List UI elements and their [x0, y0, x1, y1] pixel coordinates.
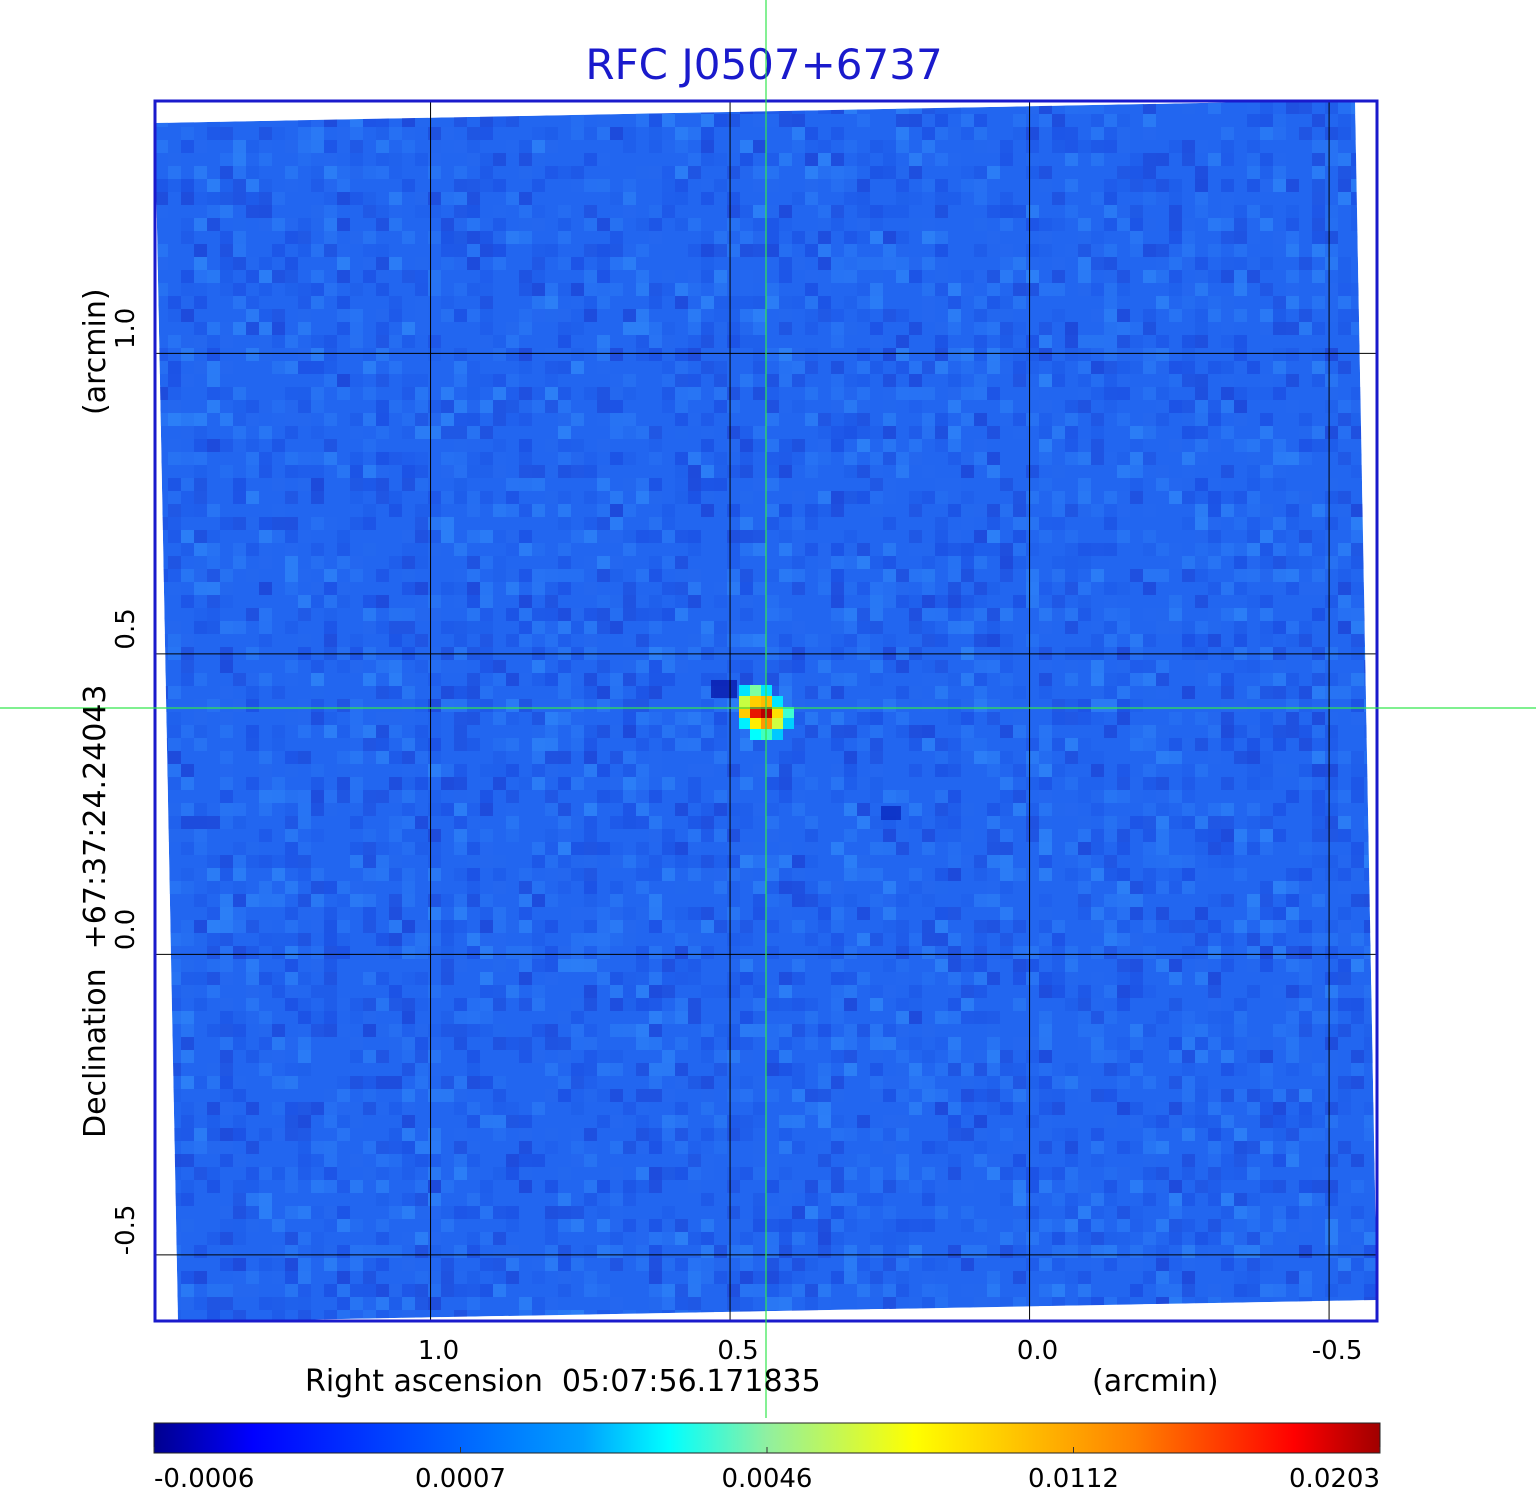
source-pixel — [772, 695, 783, 707]
source-pixel — [772, 717, 783, 729]
y-tick-label: 0.5 — [111, 608, 141, 649]
colorbar-tick-label: -0.0006 — [154, 1464, 254, 1494]
colorbar-tick-label: 0.0203 — [1289, 1464, 1380, 1494]
source-pixel — [772, 706, 783, 718]
y-tick-label: 0.0 — [111, 909, 141, 950]
colorbar-tick-label: 0.0112 — [1028, 1464, 1119, 1494]
negative-sidelobe — [711, 679, 737, 698]
source-pixel — [750, 728, 761, 740]
source-pixel — [772, 728, 783, 740]
source-pixel — [739, 695, 750, 707]
colorbar-tick-label: 0.0046 — [722, 1464, 813, 1494]
source-pixel — [739, 706, 750, 718]
y-axis-label: Declination +67:37:24.24043 — [78, 684, 113, 1138]
x-tick-label: 0.0 — [1017, 1336, 1058, 1366]
x-tick-label: -0.5 — [1312, 1336, 1363, 1366]
x-axis-label: Right ascension 05:07:56.171835 — [305, 1364, 821, 1399]
colorbar-tick-label: 0.0007 — [415, 1464, 506, 1494]
chart-title: RFC J0507+6737 — [585, 40, 942, 89]
x-tick-labels: 1.0 0.5 0.0 -0.5 — [418, 1336, 1363, 1366]
y-axis-unit: (arcmin) — [78, 288, 113, 415]
x-axis-unit: (arcmin) — [1092, 1364, 1219, 1399]
crosshair — [0, 0, 1536, 1418]
source-pixel — [739, 717, 750, 729]
y-tick-labels: 1.0 0.5 0.0 -0.5 — [111, 308, 141, 1256]
source-pixel — [783, 717, 794, 729]
source-pixel — [739, 684, 750, 696]
source-pixel — [783, 706, 794, 718]
source-pixel — [750, 717, 761, 729]
negative-sidelobe — [881, 805, 901, 820]
noise-texture — [155, 101, 1377, 1321]
x-tick-label: 0.5 — [717, 1336, 758, 1366]
x-tick-label: 1.0 — [418, 1336, 459, 1366]
colorbar-ticks — [153, 1447, 1381, 1453]
colorbar-tick-labels: -0.0006 0.0007 0.0046 0.0112 0.0203 — [154, 1464, 1380, 1494]
source-pixel — [750, 695, 761, 707]
source-pixel — [750, 706, 761, 718]
y-tick-label: -0.5 — [111, 1205, 141, 1256]
source-pixel — [750, 684, 761, 696]
y-tick-label: 1.0 — [111, 308, 141, 349]
